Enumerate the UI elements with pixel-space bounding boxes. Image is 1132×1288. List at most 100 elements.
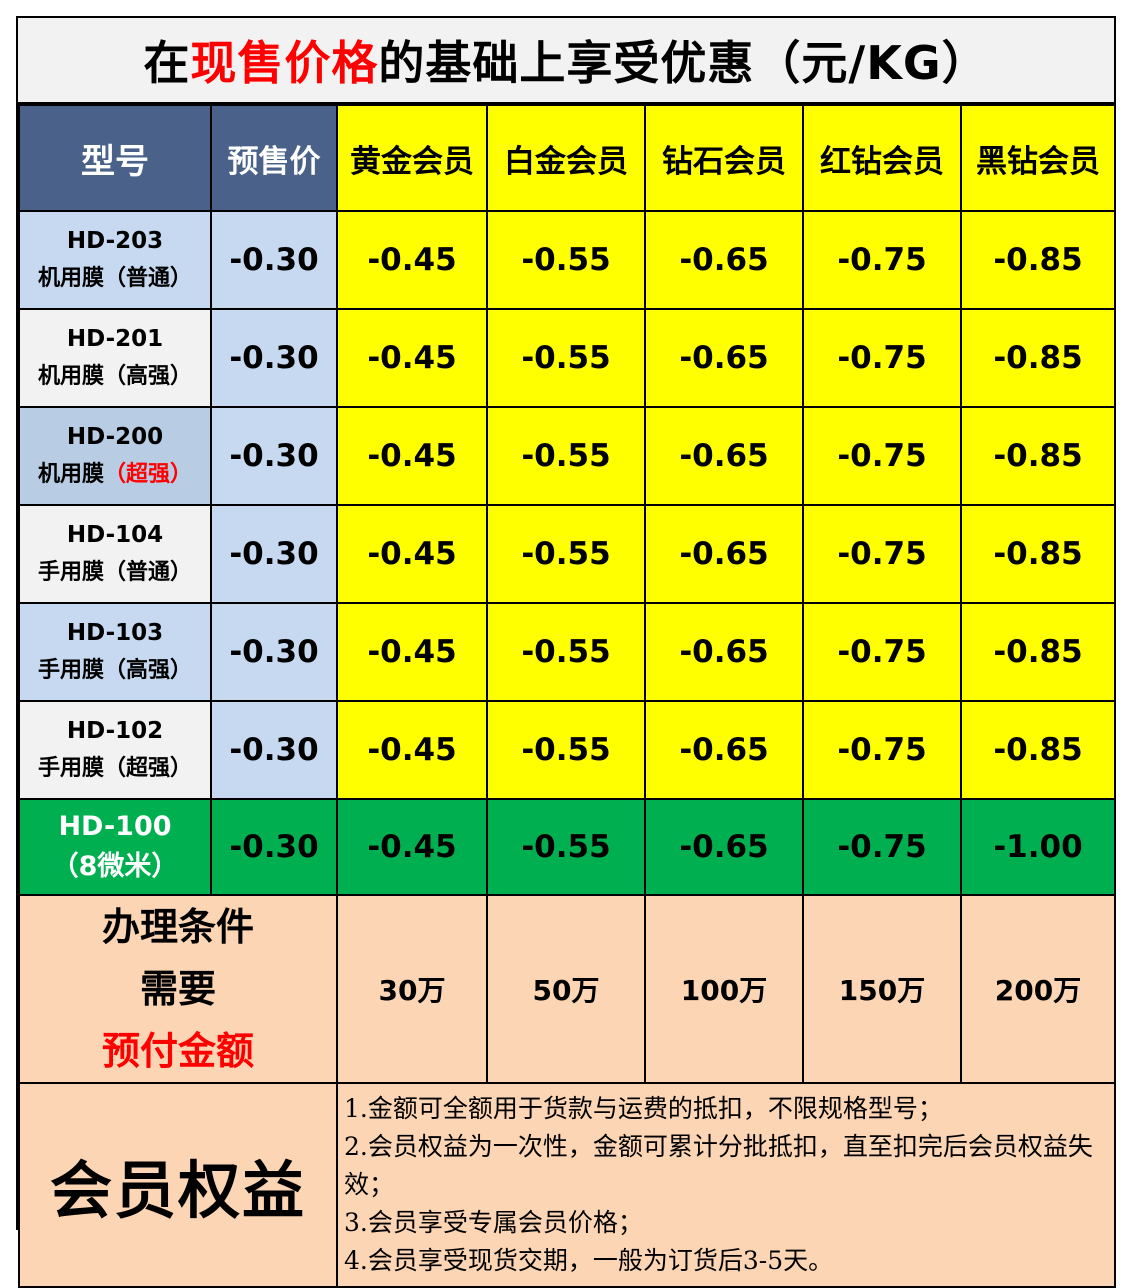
discount-red-diamond: -0.75 bbox=[802, 602, 962, 702]
discount-diamond: -0.65 bbox=[644, 210, 804, 310]
model-cell: HD-104 手用膜（普通） bbox=[18, 504, 212, 604]
model-spec: 手用膜（普通） bbox=[21, 554, 209, 592]
rights-row: 会员权益 1.金额可全额用于货款与运费的抵扣，不限规格型号； 2.会员权益为一次… bbox=[18, 1082, 1116, 1288]
model-cell: HD-203 机用膜（普通） bbox=[18, 210, 212, 310]
page-title: 在现售价格 的基础上享受优惠（元/KG） bbox=[18, 18, 1114, 104]
prepay-platinum: 50万 bbox=[486, 894, 646, 1084]
conditions-line-2: 需要 预付金额 bbox=[21, 958, 335, 1081]
discount-black-diamond: -0.85 bbox=[960, 602, 1116, 702]
discount-diamond: -0.65 bbox=[644, 308, 804, 408]
discount-red-diamond: -0.75 bbox=[802, 700, 962, 800]
header-presale: 预售价 bbox=[210, 104, 338, 212]
prepay-black-diamond: 200万 bbox=[960, 894, 1116, 1084]
discount-diamond: -0.65 bbox=[644, 700, 804, 800]
discount-black-diamond: -0.85 bbox=[960, 308, 1116, 408]
model-spec: 机用膜（高强） bbox=[21, 358, 209, 396]
presale-cell: -0.30 bbox=[210, 210, 338, 310]
discount-red-diamond: -0.75 bbox=[802, 798, 962, 896]
model-spec-text: 机用膜 bbox=[37, 462, 104, 487]
presale-cell: -0.30 bbox=[210, 308, 338, 408]
model-spec: 机用膜（超强） bbox=[21, 456, 209, 494]
table-row: HD-200 机用膜（超强） -0.30 -0.45 -0.55 -0.65 -… bbox=[18, 406, 1116, 506]
model-cell: HD-201 机用膜（高强） bbox=[18, 308, 212, 408]
header-tier-diamond: 钻石会员 bbox=[644, 104, 804, 212]
model-spec-text: 机用膜（普通） bbox=[37, 266, 192, 291]
title-part-3: 的基础上享受优惠（元/KG） bbox=[378, 36, 989, 90]
conditions-line-2-highlight: 预付金额 bbox=[101, 1029, 254, 1073]
title-highlight: 现售价格 bbox=[190, 36, 379, 90]
model-spec-highlight: （超强） bbox=[104, 462, 193, 487]
discount-gold: -0.45 bbox=[336, 798, 488, 896]
presale-cell: -0.30 bbox=[210, 798, 338, 896]
discount-platinum: -0.55 bbox=[486, 798, 646, 896]
discount-platinum: -0.55 bbox=[486, 308, 646, 408]
model-spec-text: 手用膜（高强） bbox=[37, 658, 192, 683]
discount-red-diamond: -0.75 bbox=[802, 406, 962, 506]
rights-item: 4.会员享受现货交期，一般为订货后3-5天。 bbox=[344, 1246, 834, 1275]
model-code: HD-104 bbox=[66, 522, 164, 548]
discount-platinum: -0.55 bbox=[486, 700, 646, 800]
title-part-1: 在 bbox=[143, 36, 191, 90]
discount-platinum: -0.55 bbox=[486, 210, 646, 310]
model-cell: HD-102 手用膜（超强） bbox=[18, 700, 212, 800]
rights-list: 1.金额可全额用于货款与运费的抵扣，不限规格型号； 2.会员权益为一次性，金额可… bbox=[336, 1082, 1116, 1288]
discount-platinum: -0.55 bbox=[486, 504, 646, 604]
presale-cell: -0.30 bbox=[210, 504, 338, 604]
prepay-diamond: 100万 bbox=[644, 894, 804, 1084]
model-spec: （8微米） bbox=[51, 851, 179, 882]
model-cell: HD-200 机用膜（超强） bbox=[18, 406, 212, 506]
model-spec-text: 机用膜（高强） bbox=[37, 364, 192, 389]
discount-diamond: -0.65 bbox=[644, 798, 804, 896]
header-model: 型号 bbox=[18, 104, 212, 212]
model-code: HD-102 bbox=[66, 718, 164, 744]
model-spec: 机用膜（普通） bbox=[21, 260, 209, 298]
discount-platinum: -0.55 bbox=[486, 602, 646, 702]
table-row: HD-104 手用膜（普通） -0.30 -0.45 -0.55 -0.65 -… bbox=[18, 504, 1116, 604]
discount-red-diamond: -0.75 bbox=[802, 308, 962, 408]
table-row: HD-103 手用膜（高强） -0.30 -0.45 -0.55 -0.65 -… bbox=[18, 602, 1116, 702]
discount-black-diamond: -0.85 bbox=[960, 504, 1116, 604]
conditions-label: 办理条件 需要预付金额 bbox=[18, 894, 338, 1084]
model-spec-text: 手用膜（普通） bbox=[37, 560, 192, 585]
discount-black-diamond: -1.00 bbox=[960, 798, 1116, 896]
discount-gold: -0.45 bbox=[336, 700, 488, 800]
conditions-line-1: 办理条件 bbox=[101, 905, 254, 949]
header-tier-platinum: 白金会员 bbox=[486, 104, 646, 212]
table-row: HD-201 机用膜（高强） -0.30 -0.45 -0.55 -0.65 -… bbox=[18, 308, 1116, 408]
table-row: HD-102 手用膜（超强） -0.30 -0.45 -0.55 -0.65 -… bbox=[18, 700, 1116, 800]
model-spec: 手用膜（高强） bbox=[21, 652, 209, 690]
discount-black-diamond: -0.85 bbox=[960, 210, 1116, 310]
rights-label: 会员权益 bbox=[18, 1082, 338, 1288]
model-code: HD-100 bbox=[58, 811, 172, 842]
model-code: HD-200 bbox=[66, 424, 164, 450]
membership-discount-sheet: 在现售价格 的基础上享受优惠（元/KG） 型号 预售价 黄金会员 白金会员 钻石会… bbox=[16, 16, 1116, 1288]
conditions-line-2-text: 需要 bbox=[139, 967, 216, 1011]
conditions-row: 办理条件 需要 预付金额 30万 50万 100万 150万 200万 bbox=[18, 894, 1116, 1084]
discount-table: 型号 预售价 黄金会员 白金会员 钻石会员 红钻会员 黑钻会员 HD-203 机… bbox=[18, 104, 1116, 1288]
table-row: HD-203 机用膜（普通） -0.30 -0.45 -0.55 -0.65 -… bbox=[18, 210, 1116, 310]
model-code: HD-201 bbox=[66, 326, 164, 352]
header-tier-gold: 黄金会员 bbox=[336, 104, 488, 212]
rights-item: 1.金额可全额用于货款与运费的抵扣，不限规格型号； bbox=[344, 1094, 943, 1123]
discount-diamond: -0.65 bbox=[644, 406, 804, 506]
model-code: HD-203 bbox=[66, 228, 164, 254]
discount-gold: -0.45 bbox=[336, 210, 488, 310]
discount-black-diamond: -0.85 bbox=[960, 406, 1116, 506]
discount-diamond: -0.65 bbox=[644, 504, 804, 604]
discount-red-diamond: -0.75 bbox=[802, 504, 962, 604]
discount-black-diamond: -0.85 bbox=[960, 700, 1116, 800]
presale-cell: -0.30 bbox=[210, 700, 338, 800]
discount-gold: -0.45 bbox=[336, 406, 488, 506]
header-tier-black-diamond: 黑钻会员 bbox=[960, 104, 1116, 212]
model-spec-text: 手用膜（超强） bbox=[37, 756, 192, 781]
discount-gold: -0.45 bbox=[336, 602, 488, 702]
header-tier-red-diamond: 红钻会员 bbox=[802, 104, 962, 212]
discount-platinum: -0.55 bbox=[486, 406, 646, 506]
presale-cell: -0.30 bbox=[210, 602, 338, 702]
model-code: HD-103 bbox=[66, 620, 164, 646]
model-spec: 手用膜（超强） bbox=[21, 750, 209, 788]
presale-cell: -0.30 bbox=[210, 406, 338, 506]
discount-red-diamond: -0.75 bbox=[802, 210, 962, 310]
table-header-row: 型号 预售价 黄金会员 白金会员 钻石会员 红钻会员 黑钻会员 bbox=[18, 104, 1116, 212]
model-cell-special: HD-100 （8微米） bbox=[18, 798, 212, 896]
